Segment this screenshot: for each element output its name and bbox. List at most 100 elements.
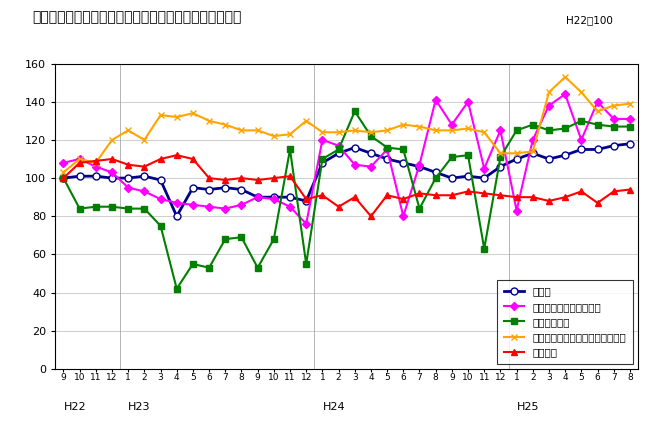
化学工業 xyxy=(108,156,116,162)
輸送機械工業 xyxy=(92,204,100,209)
はん用・生産用・業務用機械工業 xyxy=(464,126,472,131)
化学工業 xyxy=(513,195,521,200)
電子部品・デバイス工業 xyxy=(432,98,439,103)
輸送機械工業 xyxy=(189,261,197,267)
Text: 三重県の主要業種別生産指数の推移（季節調整済指数）: 三重県の主要業種別生産指数の推移（季節調整済指数） xyxy=(33,11,242,25)
鉱工業 xyxy=(108,176,116,181)
化学工業 xyxy=(318,192,326,198)
電子部品・デバイス工業 xyxy=(464,99,472,104)
はん用・生産用・業務用機械工業 xyxy=(238,128,245,133)
鉱工業 xyxy=(221,185,229,190)
Text: H22: H22 xyxy=(63,402,86,412)
鉱工業 xyxy=(545,156,553,162)
化学工業 xyxy=(351,195,359,200)
輸送機械工業 xyxy=(464,153,472,158)
鉱工業 xyxy=(157,177,165,182)
輸送機械工業 xyxy=(270,237,278,242)
電子部品・デバイス工業 xyxy=(383,147,391,152)
電子部品・デバイス工業 xyxy=(545,103,553,108)
はん用・生産用・業務用機械工業 xyxy=(497,151,505,156)
はん用・生産用・業務用機械工業 xyxy=(383,128,391,133)
電子部品・デバイス工業 xyxy=(415,162,423,167)
はん用・生産用・業務用機械工業 xyxy=(59,170,67,175)
はん用・生産用・業務用機械工業 xyxy=(400,122,408,127)
はん用・生産用・業務用機械工業 xyxy=(286,132,294,137)
はん用・生産用・業務用機械工業 xyxy=(480,130,488,135)
Text: H22＝100: H22＝100 xyxy=(566,15,613,25)
化学工業 xyxy=(610,189,618,194)
輸送機械工業 xyxy=(577,118,585,123)
化学工業 xyxy=(173,153,180,158)
電子部品・デバイス工業 xyxy=(76,156,83,162)
輸送機械工業 xyxy=(335,147,342,152)
化学工業 xyxy=(76,160,83,165)
電子部品・デバイス工業 xyxy=(302,221,310,226)
鉱工業 xyxy=(610,143,618,148)
電子部品・デバイス工業 xyxy=(254,195,262,200)
鉱工業 xyxy=(594,147,602,152)
輸送機械工業 xyxy=(626,124,634,129)
はん用・生産用・業務用機械工業 xyxy=(626,101,634,106)
化学工業 xyxy=(270,176,278,181)
化学工業 xyxy=(367,214,375,219)
化学工業 xyxy=(286,174,294,179)
Text: H24: H24 xyxy=(322,402,345,412)
電子部品・デバイス工業 xyxy=(626,117,634,122)
輸送機械工業 xyxy=(205,265,213,271)
鉱工業 xyxy=(529,151,536,156)
はん用・生産用・業務用機械工業 xyxy=(221,122,229,127)
電子部品・デバイス工業 xyxy=(270,197,278,202)
輸送機械工業 xyxy=(432,176,439,181)
化学工業 xyxy=(92,159,100,164)
輸送機械工業 xyxy=(286,147,294,152)
電子部品・デバイス工業 xyxy=(497,128,505,133)
電子部品・デバイス工業 xyxy=(318,137,326,142)
はん用・生産用・業務用機械工業 xyxy=(594,109,602,114)
鉱工業 xyxy=(448,176,456,181)
化学工業 xyxy=(400,197,408,202)
はん用・生産用・業務用機械工業 xyxy=(189,111,197,116)
鉱工業 xyxy=(561,153,569,158)
化学工業 xyxy=(577,189,585,194)
輸送機械工業 xyxy=(302,261,310,267)
化学工業 xyxy=(415,191,423,196)
化学工業 xyxy=(561,195,569,200)
輸送機械工業 xyxy=(238,235,245,240)
輸送機械工業 xyxy=(108,204,116,209)
輸送機械工業 xyxy=(400,147,408,152)
鉱工業 xyxy=(76,174,83,179)
化学工業 xyxy=(157,156,165,162)
鉱工業 xyxy=(302,198,310,204)
化学工業 xyxy=(238,176,245,181)
化学工業 xyxy=(448,192,456,198)
化学工業 xyxy=(497,192,505,198)
鉱工業 xyxy=(286,195,294,200)
輸送機械工業 xyxy=(594,122,602,127)
電子部品・デバイス工業 xyxy=(108,170,116,175)
はん用・生産用・業務用機械工業 xyxy=(76,156,83,162)
はん用・生産用・業務用機械工業 xyxy=(561,75,569,80)
輸送機械工業 xyxy=(124,206,132,211)
鉱工業 xyxy=(92,174,100,179)
はん用・生産用・業務用機械工業 xyxy=(318,130,326,135)
鉱工業 xyxy=(513,156,521,162)
はん用・生産用・業務用機械工業 xyxy=(124,128,132,133)
電子部品・デバイス工業 xyxy=(529,137,536,142)
化学工業 xyxy=(335,204,342,209)
電子部品・デバイス工業 xyxy=(400,214,408,219)
鉱工業 xyxy=(367,151,375,156)
はん用・生産用・業務用機械工業 xyxy=(270,134,278,139)
はん用・生産用・業務用機械工業 xyxy=(254,128,262,133)
はん用・生産用・業務用機械工業 xyxy=(577,90,585,95)
鉱工業 xyxy=(383,156,391,162)
はん用・生産用・業務用機械工業 xyxy=(302,118,310,123)
電子部品・デバイス工業 xyxy=(351,162,359,167)
はん用・生産用・業務用機械工業 xyxy=(610,103,618,108)
はん用・生産用・業務用機械工業 xyxy=(108,137,116,142)
輸送機械工業 xyxy=(448,154,456,159)
鉱工業 xyxy=(189,185,197,190)
はん用・生産用・業務用機械工業 xyxy=(513,151,521,156)
化学工業 xyxy=(141,164,148,169)
輸送機械工業 xyxy=(141,206,148,211)
化学工業 xyxy=(221,177,229,182)
